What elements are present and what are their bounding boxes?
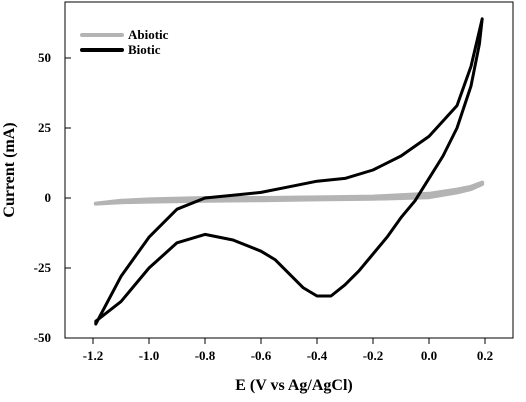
y-axis: -50 -25 0 25 50 xyxy=(34,50,71,345)
legend: Abiotic Biotic xyxy=(80,27,169,57)
y-tick-label: -50 xyxy=(34,330,51,345)
series-layer xyxy=(93,17,485,326)
y-axis-title: Current (mA) xyxy=(1,122,18,217)
x-tick-label: -1.2 xyxy=(83,348,104,363)
x-tick-label: 0.0 xyxy=(421,348,437,363)
x-axis: -1.2 -1.0 -0.8 -0.6 -0.4 -0.2 0.0 0.2 xyxy=(83,338,493,363)
series-line-biotic xyxy=(94,17,484,326)
plot-area xyxy=(64,1,514,339)
y-tick-label: -25 xyxy=(34,260,52,275)
x-axis-title: E (V vs Ag/AgCl) xyxy=(235,377,353,394)
legend-label-abiotic: Abiotic xyxy=(128,27,169,42)
y-tick-label: 25 xyxy=(38,120,52,135)
legend-label-biotic: Biotic xyxy=(128,42,161,57)
x-tick-label: -0.6 xyxy=(251,348,272,363)
x-tick-label: -0.2 xyxy=(363,348,384,363)
x-tick-label: -1.0 xyxy=(139,348,160,363)
y-tick-label: 50 xyxy=(38,50,51,65)
x-tick-label: 0.2 xyxy=(477,348,493,363)
x-tick-label: -0.8 xyxy=(195,348,216,363)
plot-frame xyxy=(64,1,514,339)
x-tick-label: -0.4 xyxy=(307,348,328,363)
series-line-abiotic xyxy=(93,180,485,206)
y-tick-label: 0 xyxy=(45,190,52,205)
